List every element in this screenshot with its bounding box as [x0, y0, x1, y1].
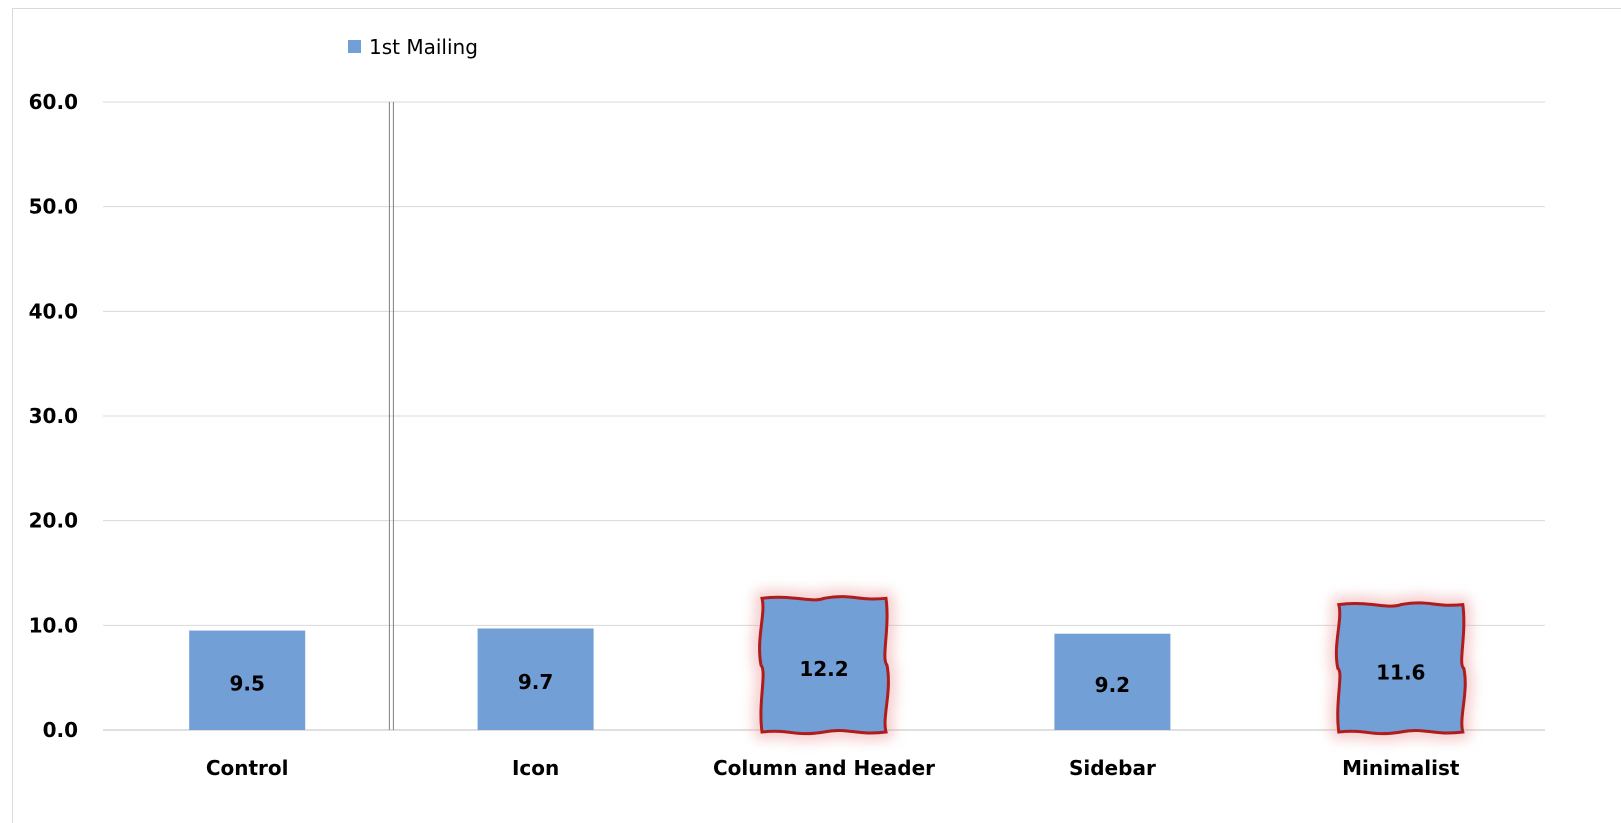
- y-tick-label: 0.0: [43, 718, 78, 742]
- y-tick-label: 20.0: [29, 509, 78, 533]
- bar-control: [189, 630, 306, 730]
- y-tick-label: 40.0: [29, 299, 78, 323]
- y-tick-label: 50.0: [29, 195, 78, 219]
- bar-sidebar: [1054, 633, 1171, 730]
- legend-swatch: [348, 40, 361, 53]
- highlight-outline: [1334, 601, 1467, 736]
- data-label: 9.7: [518, 670, 553, 694]
- x-category-label: Minimalist: [1342, 756, 1460, 780]
- x-category-label: Sidebar: [1069, 756, 1156, 780]
- legend: 1st Mailing: [348, 35, 478, 59]
- data-label: 11.6: [1376, 660, 1425, 684]
- highlight-fill: [759, 596, 889, 734]
- x-category-label: Icon: [512, 756, 559, 780]
- legend-label: 1st Mailing: [369, 35, 478, 59]
- y-tick-label: 60.0: [29, 90, 78, 114]
- x-category-label: Control: [206, 756, 289, 780]
- bars: [189, 590, 1472, 740]
- y-tick-label: 10.0: [29, 613, 78, 637]
- highlight-outline: [758, 595, 890, 736]
- chart-frame: [12, 8, 1621, 823]
- data-label: 9.2: [1095, 673, 1130, 697]
- y-tick-label: 30.0: [29, 404, 78, 428]
- x-category-label: Column and Header: [713, 756, 935, 780]
- labels: 9.5 Control 9.7 Icon 12.2 Column and Header 9.…: [206, 657, 1460, 780]
- data-label: 9.5: [229, 671, 264, 695]
- highlight-fill: [1336, 602, 1466, 734]
- divider: [388, 102, 394, 730]
- data-label: 12.2: [799, 657, 848, 681]
- bar-icon: [477, 628, 594, 730]
